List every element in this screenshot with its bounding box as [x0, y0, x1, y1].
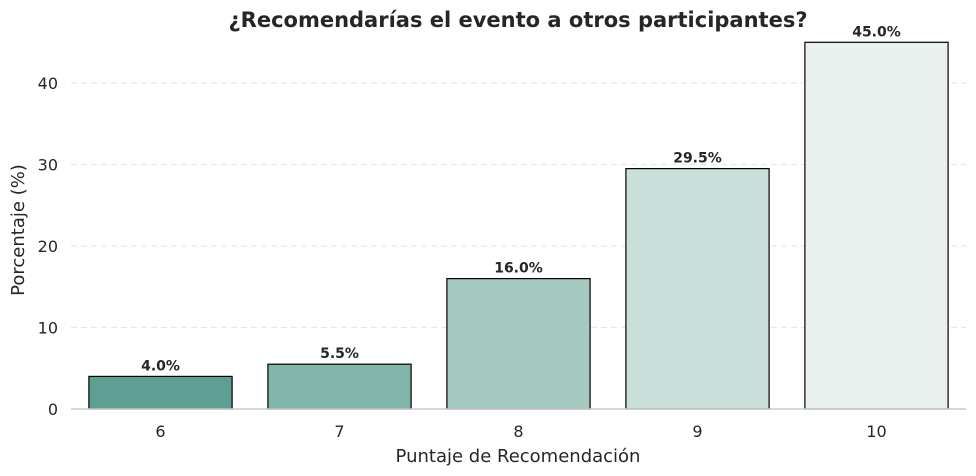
bar-7: [267, 363, 412, 410]
data-label-7: 5.5%: [320, 346, 359, 362]
bars: [88, 41, 949, 410]
x-tick-label: 8: [513, 422, 523, 441]
x-axis-title: Puntaje de Recomendación: [396, 446, 641, 467]
y-axis-title: Porcentaje (%): [8, 164, 29, 296]
y-tick-label: 10: [38, 319, 58, 338]
data-label-10: 45.0%: [852, 24, 901, 40]
y-tick-label: 40: [38, 74, 58, 93]
data-label-9: 29.5%: [673, 151, 722, 167]
y-tick-label: 30: [38, 156, 58, 175]
x-tick-labels: 6 7 8 9 10: [155, 422, 886, 441]
data-label-6: 4.0%: [141, 358, 180, 374]
x-tick-label: 7: [334, 422, 344, 441]
x-tick-label: 10: [866, 422, 886, 441]
bar-9: [625, 168, 770, 410]
y-tick-label: 20: [38, 237, 58, 256]
data-labels: 4.0% 5.5% 16.0% 29.5% 45.0%: [141, 24, 901, 374]
bar-8: [446, 278, 591, 410]
data-label-8: 16.0%: [494, 261, 543, 277]
bar-10: [804, 41, 949, 410]
chart-title: ¿Recomendarías el evento a otros partici…: [228, 8, 807, 32]
y-tick-labels: 0 10 20 30 40: [38, 74, 58, 419]
x-tick-label: 6: [155, 422, 165, 441]
x-tick-label: 9: [692, 422, 702, 441]
y-tick-label: 0: [48, 400, 58, 419]
bar-6: [88, 375, 233, 410]
